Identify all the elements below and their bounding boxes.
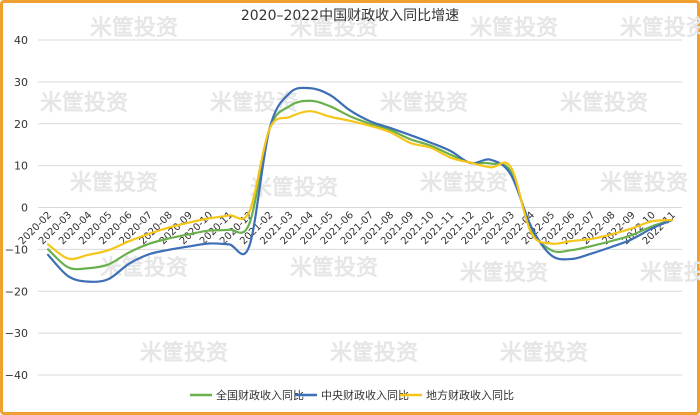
chart-title: 2020–2022中国财政收入同比增速 <box>241 8 459 24</box>
series-line-2 <box>46 86 674 283</box>
watermark-text: 米筐投资 <box>420 170 508 196</box>
legend-label: 中央财政收入同比 <box>321 388 409 402</box>
watermark-text: 米筐投资 <box>600 170 688 196</box>
x-axis: 2020-022020-032020-042020-052020-062020-… <box>17 210 678 247</box>
watermark-text: 米筐投资 <box>90 15 178 41</box>
watermark-text: 米筐投资 <box>290 15 378 41</box>
y-tick-label: −30 <box>5 327 28 340</box>
y-tick-label: −20 <box>5 285 28 298</box>
y-tick-label: 40 <box>14 34 28 47</box>
legend: 全国财政收入同比 中央财政收入同比 地方财政收入同比 <box>190 388 514 402</box>
series-layer <box>46 86 674 283</box>
y-axis: 40 30 20 10 0 −10 −20 −30 −40 <box>5 34 28 382</box>
watermark-text: 米筐投资 <box>380 90 468 116</box>
watermark-text: 米筐投资 <box>250 175 338 201</box>
watermark-text: 米筐投资 <box>460 260 548 286</box>
watermark-text: 米筐投资 <box>290 255 378 281</box>
y-tick-label: 10 <box>14 160 28 173</box>
watermark-text: 米筐投资 <box>640 260 700 286</box>
y-tick-label: 0 <box>21 202 28 215</box>
series-line-3 <box>46 110 674 261</box>
watermark-text: 米筐投资 <box>500 340 588 366</box>
y-tick-label: −10 <box>5 243 28 256</box>
legend-label: 全国财政收入同比 <box>216 388 304 402</box>
watermark-text: 米筐投资 <box>330 340 418 366</box>
watermark-text: 米筐投资 <box>100 255 188 281</box>
watermark-text: 米筐投资 <box>40 90 128 116</box>
watermark-text: 米筐投资 <box>210 90 298 116</box>
y-tick-label: 30 <box>14 76 28 89</box>
watermark-text: 米筐投资 <box>140 340 228 366</box>
y-tick-label: 20 <box>14 118 28 131</box>
watermark-text: 米筐投资 <box>470 15 558 41</box>
series-line-1 <box>46 99 674 271</box>
watermark-text: 米筐投资 <box>70 170 158 196</box>
y-tick-label: −40 <box>5 369 28 382</box>
legend-label: 地方财政收入同比 <box>426 388 514 402</box>
watermark-text: 米筐投资 <box>560 90 648 116</box>
watermark-text: 米筐投资 <box>620 15 700 41</box>
